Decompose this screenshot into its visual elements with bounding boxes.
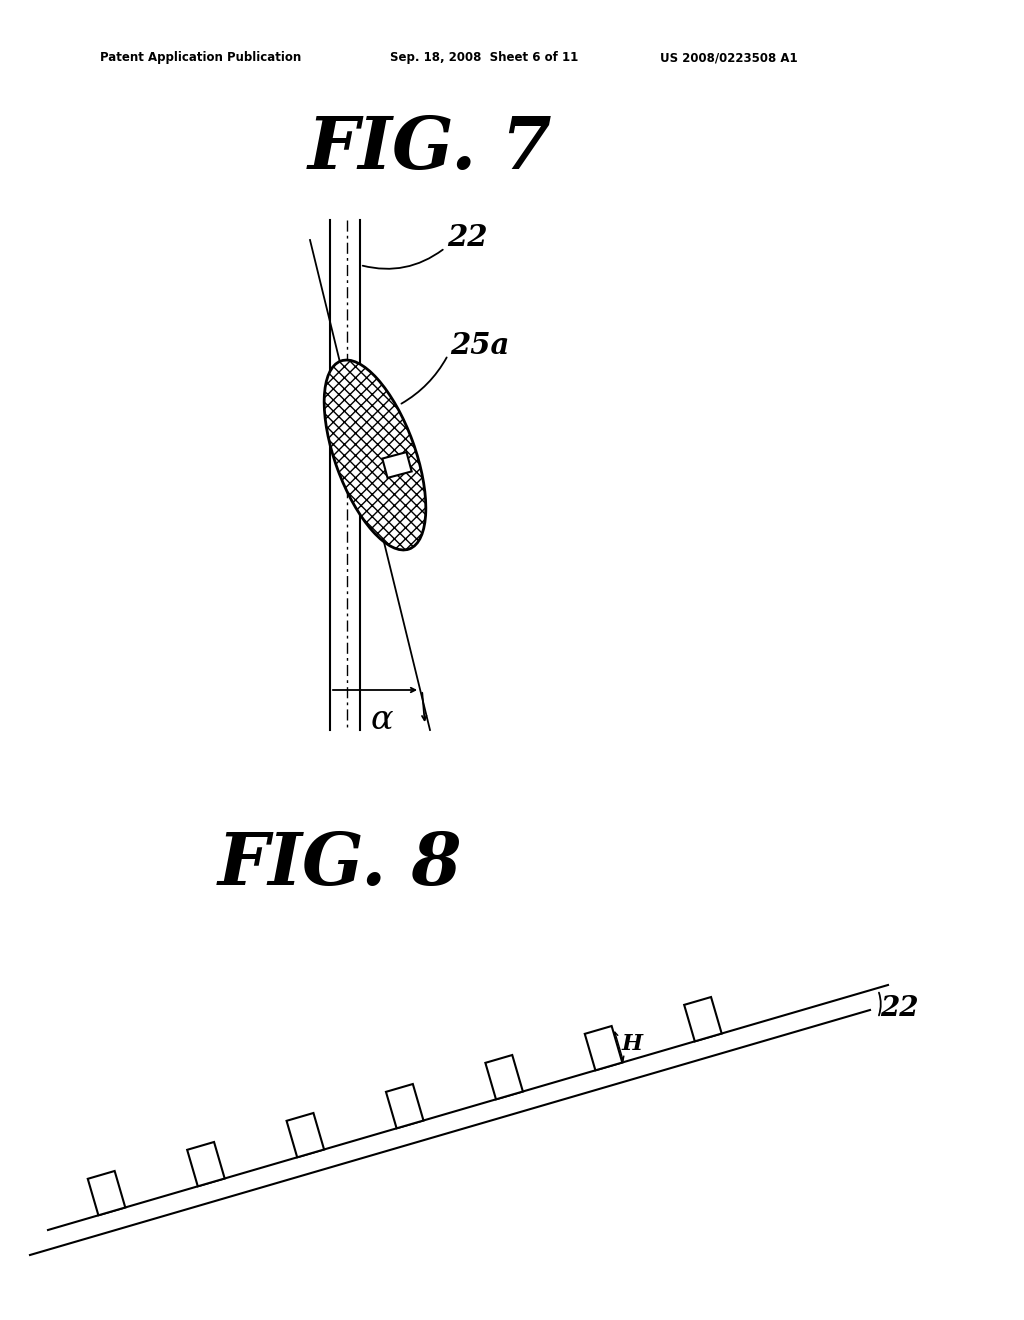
- Text: Sep. 18, 2008  Sheet 6 of 11: Sep. 18, 2008 Sheet 6 of 11: [390, 51, 579, 65]
- Ellipse shape: [325, 360, 426, 550]
- Text: 22: 22: [447, 223, 487, 252]
- Text: FIG. 7: FIG. 7: [307, 112, 552, 183]
- Polygon shape: [684, 997, 722, 1041]
- Text: Patent Application Publication: Patent Application Publication: [100, 51, 301, 65]
- Text: FIG. 8: FIG. 8: [218, 829, 462, 900]
- Polygon shape: [386, 1084, 424, 1129]
- Text: H: H: [622, 1034, 643, 1055]
- Polygon shape: [187, 1142, 224, 1187]
- Text: US 2008/0223508 A1: US 2008/0223508 A1: [660, 51, 798, 65]
- Text: 22: 22: [880, 994, 919, 1022]
- Polygon shape: [287, 1113, 324, 1158]
- Polygon shape: [585, 1026, 623, 1071]
- Polygon shape: [88, 1171, 125, 1216]
- Text: α: α: [371, 704, 393, 737]
- Bar: [382, 453, 412, 478]
- Polygon shape: [485, 1055, 523, 1100]
- Text: 25a: 25a: [450, 330, 509, 359]
